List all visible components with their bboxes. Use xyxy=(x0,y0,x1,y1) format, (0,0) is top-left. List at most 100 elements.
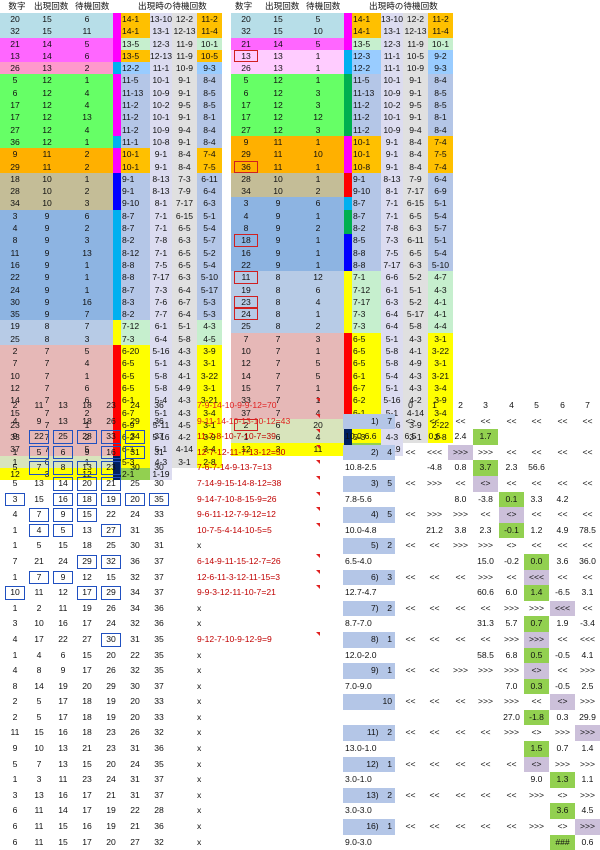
draw-number: 15 xyxy=(34,727,44,738)
number-cell: 24 xyxy=(234,308,258,321)
history-cell: 5-8 xyxy=(381,357,403,370)
history-cell: 6-3 xyxy=(197,197,222,210)
history-cell: 4-3 xyxy=(172,394,197,407)
grid-cell: 21.2 xyxy=(426,524,443,535)
row-fill xyxy=(231,394,344,407)
grid-cell: >>> xyxy=(426,509,443,520)
history-cell: 4-1 xyxy=(428,308,453,321)
draw-number: 20 xyxy=(130,696,140,707)
draw-number: 12 xyxy=(58,587,68,598)
stats-row: 11 9 13 8-12 7-1 6-5 5-2 xyxy=(0,246,232,259)
grid-cell: -3.8 xyxy=(478,493,493,504)
draw-number: 10 xyxy=(34,618,44,629)
draw-number: 31 xyxy=(130,524,140,535)
grid-cell: << xyxy=(455,727,466,738)
row-fill xyxy=(231,13,344,26)
grid-cell xyxy=(448,803,473,819)
wait-cell: 5 xyxy=(315,14,321,24)
count-cell: 7 xyxy=(44,407,50,418)
wait-cell: 2 xyxy=(84,63,90,74)
history-cell xyxy=(172,467,197,481)
draw-row: 8 14 19 20 29 30 37 x xyxy=(0,679,345,695)
interval-expression: 11-7-8-10-7-10-7=39 xyxy=(197,431,276,442)
stats-row: 37 7 5 6-1 5-1 4-14 3-4 xyxy=(0,443,232,456)
row-fill xyxy=(0,197,113,210)
number-cell: 20 xyxy=(10,14,20,24)
history-cell: 10-9 xyxy=(403,62,428,75)
history-cell: 13-1 xyxy=(150,25,172,38)
note-marker xyxy=(316,507,320,523)
history-cell: 6-4 xyxy=(172,308,197,321)
grid-cell xyxy=(398,741,423,757)
row-fill xyxy=(0,406,113,419)
history-cell: 8-2 xyxy=(352,222,382,235)
stats-row: 2 7 5 6-20 5-16 4-3 3-9 xyxy=(0,345,232,358)
history-cell: 10-1 xyxy=(352,148,382,161)
history-cell: 9-1 xyxy=(150,148,172,161)
draw-number: 9 xyxy=(52,570,74,586)
color-marker xyxy=(113,111,121,124)
history-cell: 6-1 xyxy=(121,394,151,407)
grid-cell: -0.5 xyxy=(555,680,570,691)
history-cell: 4-9 xyxy=(403,357,428,370)
grid-row-label: 3.0-1.0 xyxy=(345,774,372,785)
wait-cell: 4 xyxy=(84,124,90,135)
grid-cell xyxy=(398,803,423,819)
history-cell: 11-2 xyxy=(197,13,222,26)
history-cell: 7-12 xyxy=(352,283,382,296)
draw-number: 9 xyxy=(36,415,42,426)
stats-row: 32 15 11 14-1 13-1 12-13 11-4 xyxy=(0,25,232,38)
number-cell: 13 xyxy=(10,50,20,61)
wait-cell: 6 xyxy=(84,382,90,393)
draw-number: 35 xyxy=(154,633,164,644)
row-fill xyxy=(231,369,344,382)
grid-cell: >>> xyxy=(524,631,549,648)
interval-expression: 7-6-7-14-9-13-7=13 xyxy=(197,462,272,473)
grid-cell: >>> xyxy=(452,540,469,551)
draw-row: 3 10 16 17 24 32 36 x xyxy=(0,616,345,632)
draw-number: 35 xyxy=(154,649,164,660)
row-fill xyxy=(231,345,344,358)
draw-number: 21 xyxy=(34,555,44,566)
history-cell: 10-5 xyxy=(197,49,222,63)
grid-cell: << xyxy=(455,633,466,644)
number-cell: 17 xyxy=(241,100,251,111)
row-fill xyxy=(231,62,344,75)
grid-cell: << xyxy=(405,602,416,613)
wait-cell: 3 xyxy=(84,235,90,246)
grid-cell xyxy=(422,679,447,695)
draw-row: 1 5 15 18 25 30 31 x xyxy=(0,538,345,554)
history-cell: 11-4 xyxy=(197,25,222,38)
number-cell: 7 xyxy=(243,333,249,344)
number-cell: 5 xyxy=(243,75,249,86)
draw-number: 33 xyxy=(100,429,122,445)
wait-cell: 1 xyxy=(315,75,321,86)
history-cell: 7-1 xyxy=(381,197,403,210)
history-cell: 8-7 xyxy=(352,197,382,210)
grid-cell: << xyxy=(405,696,416,707)
grid-cell xyxy=(398,585,423,601)
history-cell: 3-4 xyxy=(428,406,453,419)
wait-cell: 6 xyxy=(84,14,90,24)
history-cell: 6-2 xyxy=(121,431,151,444)
row-fill xyxy=(231,135,344,149)
stats-row: 9 11 2 10-1 9-1 8-4 7-4 xyxy=(0,148,232,161)
history-cell: 11-13 xyxy=(121,86,151,100)
grid-cell xyxy=(473,803,498,819)
grid-cell: << xyxy=(455,758,466,769)
history-cell: 8-1 xyxy=(197,111,222,124)
color-marker xyxy=(344,246,352,259)
draw-number: 20 xyxy=(76,476,98,492)
history-cell: 7-9 xyxy=(403,172,428,186)
grid-cell: 5.7 xyxy=(505,618,518,629)
number-cell: 12 xyxy=(241,444,251,455)
count-cell: 12 xyxy=(42,112,52,123)
grid-cell: << xyxy=(480,727,491,738)
history-cell: 11-5 xyxy=(121,74,151,87)
interval-expression: x xyxy=(197,540,202,551)
grid-cell: -3.4 xyxy=(580,618,595,629)
grid-cell xyxy=(575,460,600,476)
number-cell: 21 xyxy=(10,38,20,49)
stats-row: 10 7 1 6-5 5-8 4-1 3-22 xyxy=(231,345,463,358)
history-cell: 4-7 xyxy=(428,271,453,284)
